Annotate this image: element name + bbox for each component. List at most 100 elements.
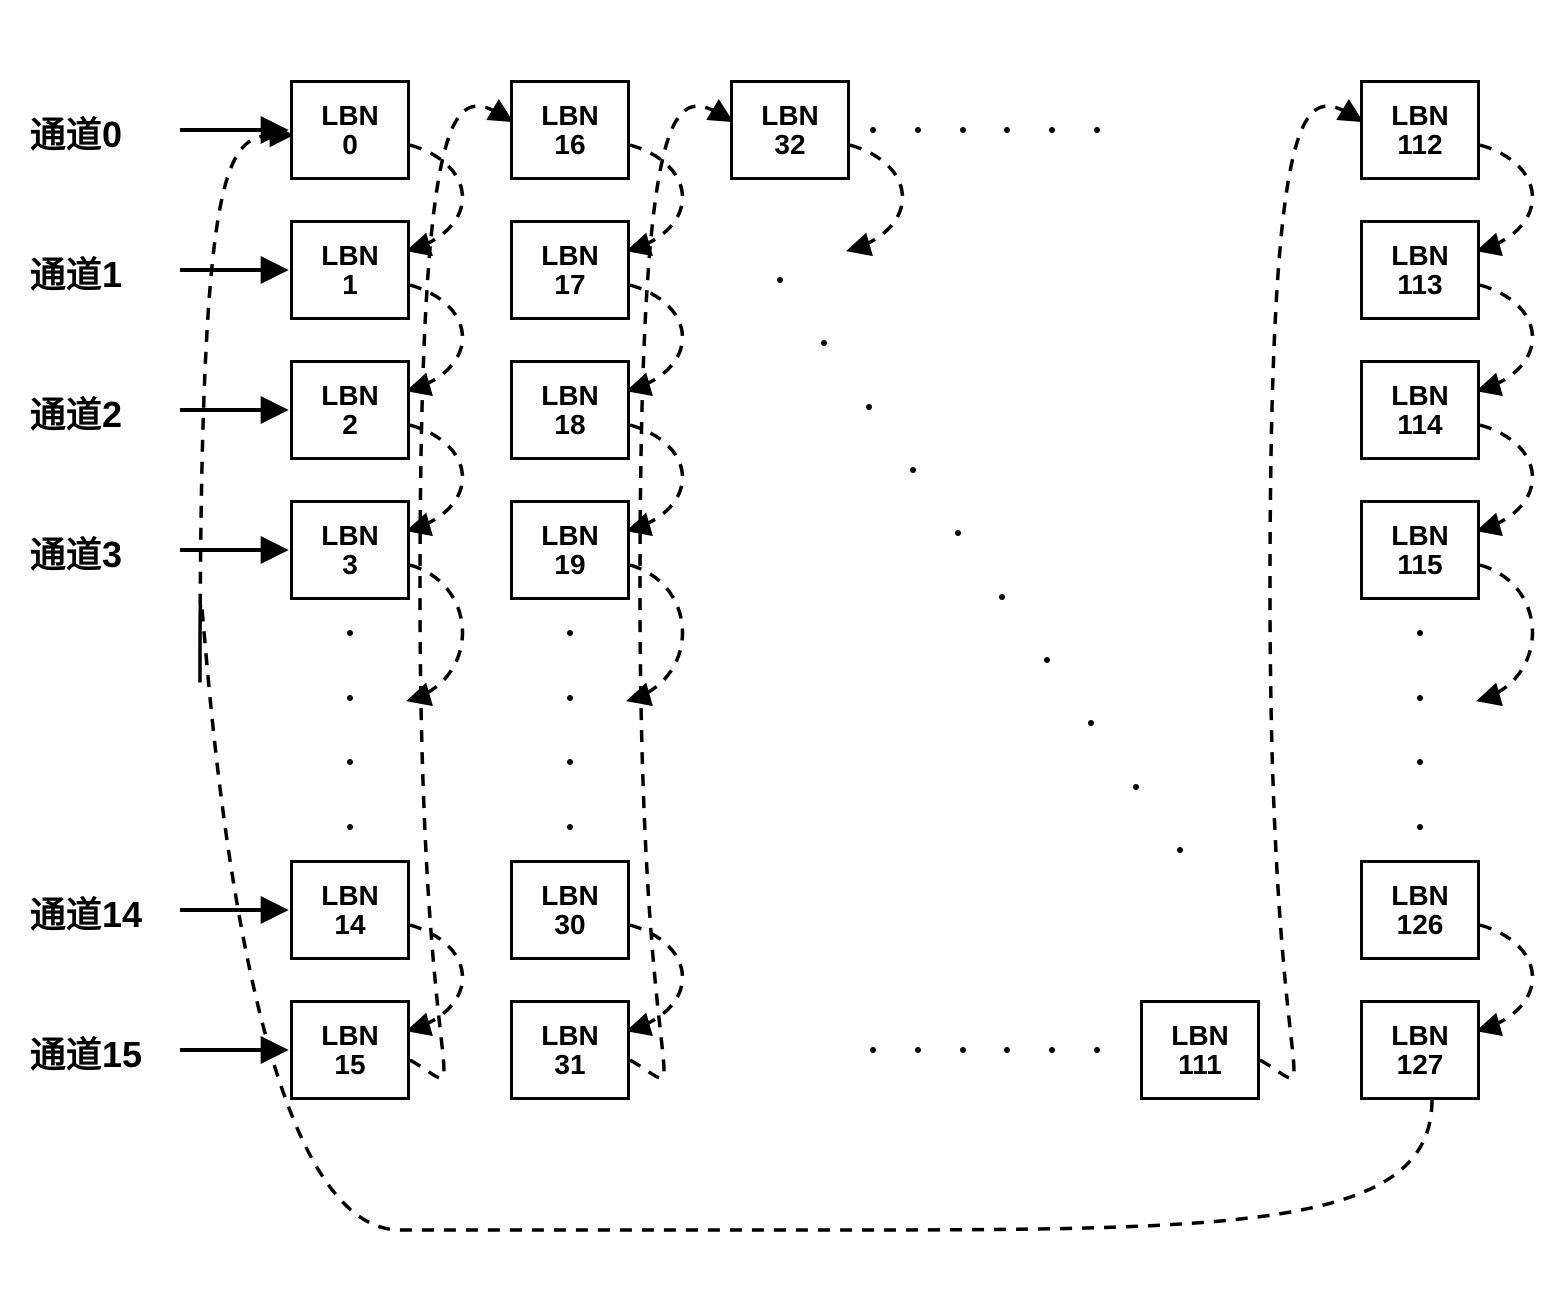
edge: [1480, 145, 1533, 250]
lbn-box-3: LBN3: [290, 500, 410, 600]
lbn-number: 3: [293, 550, 407, 579]
edge: [1480, 285, 1533, 390]
edge: [410, 925, 463, 1030]
channel-label-15: 通道15: [30, 1026, 142, 1078]
edge: [410, 145, 463, 250]
lbn-box-32: LBN32: [730, 80, 850, 180]
lbn-box-2: LBN2: [290, 360, 410, 460]
diagram-stage: 通道0通道1通道2通道3通道14通道15LBN0LBN1LBN2LBN3LBN1…: [0, 0, 1551, 1306]
lbn-box-126: LBN126: [1360, 860, 1480, 960]
edge: [630, 425, 683, 530]
lbn-label: LBN: [293, 521, 407, 550]
lbn-label: LBN: [513, 521, 627, 550]
lbn-box-113: LBN113: [1360, 220, 1480, 320]
lbn-number: 18: [513, 410, 627, 439]
lbn-box-16: LBN16: [510, 80, 630, 180]
diag-dot: [821, 340, 827, 346]
lbn-number: 15: [293, 1050, 407, 1079]
vdots: [1417, 630, 1423, 830]
edge: [1480, 565, 1533, 700]
lbn-label: LBN: [293, 1021, 407, 1050]
lbn-number: 19: [513, 550, 627, 579]
diag-dot: [1088, 720, 1094, 726]
lbn-box-18: LBN18: [510, 360, 630, 460]
lbn-label: LBN: [293, 381, 407, 410]
channel-label-14: 通道14: [30, 886, 142, 938]
lbn-box-111: LBN111: [1140, 1000, 1260, 1100]
edge-layer: [0, 0, 1551, 1306]
lbn-label: LBN: [1363, 1021, 1477, 1050]
edge: [410, 565, 463, 700]
lbn-label: LBN: [513, 241, 627, 270]
lbn-label: LBN: [1363, 521, 1477, 550]
lbn-label: LBN: [513, 881, 627, 910]
lbn-box-14: LBN14: [290, 860, 410, 960]
lbn-label: LBN: [513, 1021, 627, 1050]
diag-dot: [1044, 657, 1050, 663]
diag-dot: [999, 594, 1005, 600]
lbn-number: 0: [293, 130, 407, 159]
edge: [630, 145, 683, 250]
lbn-box-112: LBN112: [1360, 80, 1480, 180]
lbn-label: LBN: [293, 101, 407, 130]
lbn-label: LBN: [1363, 101, 1477, 130]
hdots: [870, 127, 1100, 133]
edge: [630, 285, 683, 390]
edge: [630, 565, 683, 700]
lbn-label: LBN: [733, 101, 847, 130]
lbn-label: LBN: [1143, 1021, 1257, 1050]
diag-dot: [1133, 784, 1139, 790]
lbn-label: LBN: [1363, 381, 1477, 410]
edge: [630, 106, 730, 1078]
lbn-number: 126: [1363, 910, 1477, 939]
edge: [630, 925, 683, 1030]
lbn-number: 17: [513, 270, 627, 299]
lbn-box-1: LBN1: [290, 220, 410, 320]
lbn-number: 30: [513, 910, 627, 939]
edge: [1480, 425, 1533, 530]
lbn-box-19: LBN19: [510, 500, 630, 600]
diag-dot: [866, 404, 872, 410]
diag-dot: [955, 530, 961, 536]
lbn-number: 32: [733, 130, 847, 159]
diag-dot: [777, 277, 783, 283]
channel-label-0: 通道0: [30, 106, 122, 158]
lbn-label: LBN: [293, 881, 407, 910]
lbn-box-0: LBN0: [290, 80, 410, 180]
lbn-box-115: LBN115: [1360, 500, 1480, 600]
edge: [1260, 106, 1360, 1078]
lbn-number: 16: [513, 130, 627, 159]
channel-label-2: 通道2: [30, 386, 122, 438]
hdots: [870, 1047, 1100, 1053]
lbn-number: 2: [293, 410, 407, 439]
lbn-number: 114: [1363, 410, 1477, 439]
lbn-box-127: LBN127: [1360, 1000, 1480, 1100]
lbn-box-31: LBN31: [510, 1000, 630, 1100]
vdots: [347, 630, 353, 830]
lbn-box-114: LBN114: [1360, 360, 1480, 460]
lbn-label: LBN: [513, 101, 627, 130]
edge: [850, 145, 903, 250]
lbn-number: 112: [1363, 130, 1477, 159]
lbn-label: LBN: [513, 381, 627, 410]
lbn-number: 31: [513, 1050, 627, 1079]
lbn-label: LBN: [1363, 881, 1477, 910]
lbn-label: LBN: [1363, 241, 1477, 270]
edge: [410, 425, 463, 530]
lbn-number: 111: [1143, 1050, 1257, 1079]
lbn-number: 14: [293, 910, 407, 939]
channel-label-3: 通道3: [30, 526, 122, 578]
diag-dot: [910, 467, 916, 473]
channel-label-1: 通道1: [30, 246, 122, 298]
lbn-number: 113: [1363, 270, 1477, 299]
lbn-label: LBN: [293, 241, 407, 270]
edge: [410, 106, 510, 1078]
lbn-number: 115: [1363, 550, 1477, 579]
edge: [1480, 925, 1533, 1030]
lbn-number: 1: [293, 270, 407, 299]
lbn-box-15: LBN15: [290, 1000, 410, 1100]
lbn-box-30: LBN30: [510, 860, 630, 960]
diag-dot: [1177, 847, 1183, 853]
lbn-number: 127: [1363, 1050, 1477, 1079]
edge: [410, 285, 463, 390]
